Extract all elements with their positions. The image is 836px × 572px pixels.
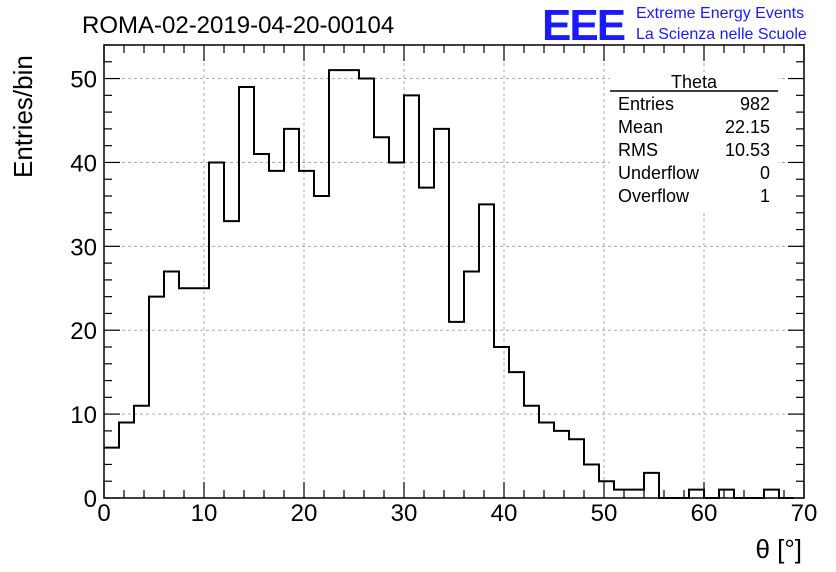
logo-subtitle-2: La Scienza nelle Scuole [636,26,807,43]
y-tick-labels: 0 10 20 30 40 50 [70,67,97,513]
y-tick-label: 40 [70,150,97,177]
run-title: ROMA-02-2019-04-20-00104 [82,12,394,39]
x-tick-label: 50 [591,500,618,527]
stats-value-underflow: 0 [760,163,770,183]
stats-value-overflow: 1 [760,186,770,206]
stats-label-underflow: Underflow [618,163,700,183]
x-tick-labels: 0 10 20 30 40 50 60 70 [97,500,817,527]
x-tick-label: 0 [97,500,110,527]
stats-title: Theta [671,72,718,92]
y-tick-label: 50 [70,67,97,94]
y-tick-label: 20 [70,318,97,345]
plot-frame [103,44,805,499]
stats-value-rms: 10.53 [725,140,770,160]
x-tick-label: 10 [191,500,218,527]
eee-logo: EEE [542,1,625,50]
x-tick-label: 60 [691,500,718,527]
x-tick-label: 30 [391,500,418,527]
stats-value-entries: 982 [740,94,770,114]
y-tick-label: 10 [70,402,97,429]
y-tick-label: 30 [70,234,97,261]
stats-label-entries: Entries [618,94,674,114]
y-tick-label: 0 [84,486,97,513]
stats-label-rms: RMS [618,140,658,160]
x-axis-label: θ [°] [755,534,802,564]
x-tick-label: 40 [491,500,518,527]
stats-label-mean: Mean [618,117,663,137]
stats-box: Theta Entries 982 Mean 22.15 RMS 10.53 U… [610,72,778,210]
x-tick-label: 20 [291,500,318,527]
stats-label-overflow: Overflow [618,186,690,206]
logo-subtitle-1: Extreme Energy Events [636,5,804,22]
stats-value-mean: 22.15 [725,117,770,137]
x-tick-label: 70 [791,500,818,527]
y-axis-label: Entries/bin [8,55,38,178]
